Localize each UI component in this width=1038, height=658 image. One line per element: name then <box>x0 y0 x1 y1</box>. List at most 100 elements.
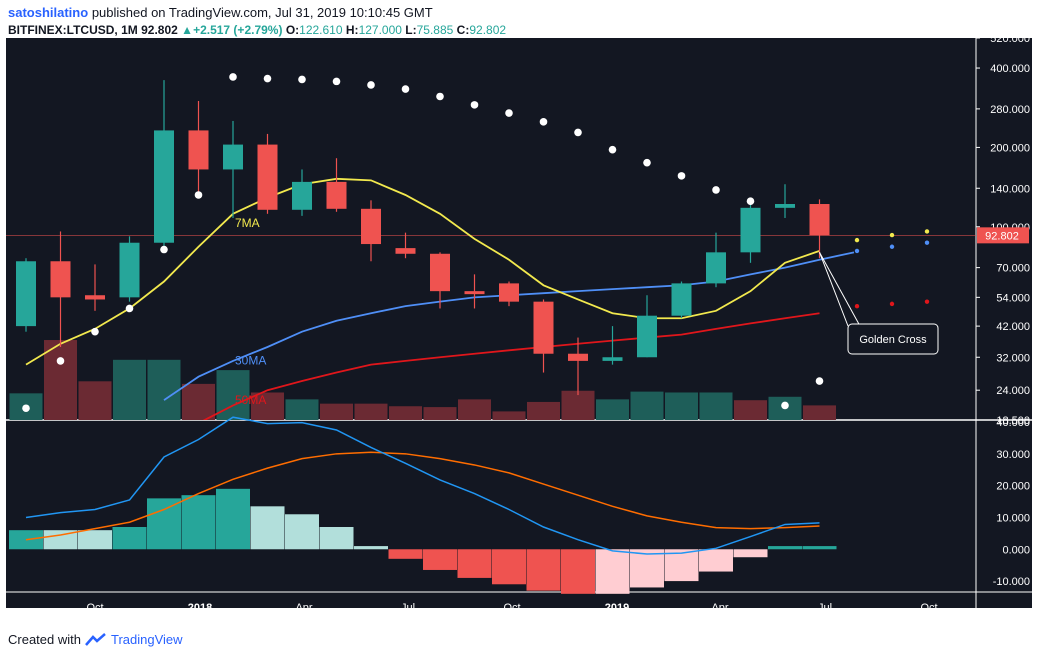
macd-histogram-bar <box>354 546 388 550</box>
time-axis-label: Jul <box>818 602 832 614</box>
volume-bar <box>630 391 664 420</box>
macd-histogram-bar <box>526 549 561 591</box>
volume-bar <box>389 406 422 420</box>
candle-body <box>706 252 726 284</box>
low-label: L: <box>405 23 417 37</box>
macd-histogram-bar <box>699 549 733 572</box>
high-value: 127.000 <box>358 23 402 37</box>
psar-dot <box>367 81 375 89</box>
created-with-text: Created with <box>8 632 81 647</box>
time-axis-label: Apr <box>711 602 728 614</box>
volume-bar <box>147 359 181 420</box>
symbol-label: BITFINEX:LTCUSD, 1M <box>8 23 138 37</box>
price-tick-label: 200.000 <box>990 142 1030 154</box>
candle-body <box>361 208 381 245</box>
candle-body <box>464 291 485 295</box>
publish-info: published on TradingView.com, Jul 31, 20… <box>91 5 433 20</box>
price-tick-label: 54.000 <box>996 292 1030 304</box>
volume-bar <box>354 403 388 420</box>
psar-dot <box>401 85 410 93</box>
footer: Created with TradingView <box>8 632 183 647</box>
candle-body <box>499 283 519 302</box>
volume-bar <box>423 407 457 420</box>
time-axis-label: Jul <box>401 602 415 614</box>
macd-histogram-bar <box>733 549 768 558</box>
volume-bar <box>492 411 526 420</box>
macd-histogram-bar <box>423 549 457 570</box>
price-tick-label: 280.000 <box>990 104 1030 116</box>
candle-body <box>50 261 71 298</box>
psar-dot <box>91 327 99 336</box>
ma7-line <box>25 177 820 366</box>
tradingview-brand[interactable]: TradingView <box>110 632 183 647</box>
volume-bar <box>285 399 319 420</box>
ma-projection-dot <box>854 248 860 254</box>
price-tick-label: 18.500 <box>996 415 1030 427</box>
volume-bar <box>596 399 629 420</box>
time-axis-label: Oct <box>503 602 520 614</box>
volume-bar <box>803 405 836 420</box>
psar-dot <box>815 377 824 385</box>
candle-body <box>188 130 209 170</box>
candle-body <box>223 144 243 170</box>
time-axis-label: 2019 <box>605 602 629 614</box>
macd-histogram-bar <box>388 549 423 559</box>
volume-bar <box>527 401 560 420</box>
price-change: +2.517 (+2.79%) <box>193 23 283 37</box>
time-axis-label: 2018 <box>188 602 212 614</box>
ma-projection-dot <box>924 229 930 234</box>
macd-line <box>25 416 820 555</box>
price-tick-label: 520.000 <box>990 33 1030 45</box>
macd-histogram-bar <box>250 506 285 550</box>
psar-dot <box>677 172 686 180</box>
candle-body <box>602 357 623 361</box>
volume-bar <box>113 359 146 420</box>
volume-bar <box>665 392 698 420</box>
volume-bar <box>78 381 112 420</box>
volume-bar <box>44 340 77 420</box>
psar-dot <box>470 101 479 109</box>
close-label: C: <box>456 23 470 37</box>
author-name[interactable]: satoshilatino <box>8 5 89 20</box>
time-axis-label: Apr <box>295 602 312 614</box>
psar-dot <box>298 75 306 84</box>
macd-histogram-bar <box>78 530 112 550</box>
macd-histogram-bar <box>112 527 147 550</box>
last-price-badge <box>977 227 1029 244</box>
macd-histogram-bar <box>664 549 699 582</box>
psar-dot <box>332 77 341 86</box>
macd-histogram-bar <box>595 549 630 594</box>
callout-line <box>819 252 861 327</box>
macd-histogram-bar <box>561 549 595 594</box>
candle-body <box>154 130 174 243</box>
high-label: H: <box>345 23 359 37</box>
candle-body <box>326 181 347 209</box>
macd-tick-label: 20.000 <box>996 481 1030 493</box>
golden-cross-label: Golden Cross <box>859 334 927 346</box>
callout-line <box>819 252 849 327</box>
tradingview-logo-icon <box>85 632 106 646</box>
psar-dot <box>436 92 444 101</box>
psar-dot <box>194 191 203 199</box>
psar-dot <box>56 357 65 365</box>
macd-histogram-bar <box>181 495 216 550</box>
macd-histogram-bar <box>216 488 250 550</box>
volume-layer <box>9 340 836 420</box>
macd-histogram-bar <box>147 498 181 550</box>
candle-body <box>637 315 657 358</box>
psar-dot <box>229 73 237 81</box>
macd-histogram-bar <box>768 546 802 550</box>
psar-dot <box>574 128 582 137</box>
golden-cross-box <box>847 323 939 355</box>
volume-bar <box>734 400 767 420</box>
price-tick-label: 400.000 <box>990 63 1030 75</box>
volume-bar <box>182 383 215 420</box>
last-price-badge-label: 92.802 <box>985 230 1019 242</box>
candle-body <box>533 301 554 354</box>
ma50-label: 50MA <box>235 393 266 407</box>
psar-dot <box>781 401 789 410</box>
open-label: O: <box>285 23 300 37</box>
price-tick-label: 140.000 <box>990 183 1030 195</box>
publish-line: satoshilatino published on TradingView.c… <box>8 5 433 20</box>
